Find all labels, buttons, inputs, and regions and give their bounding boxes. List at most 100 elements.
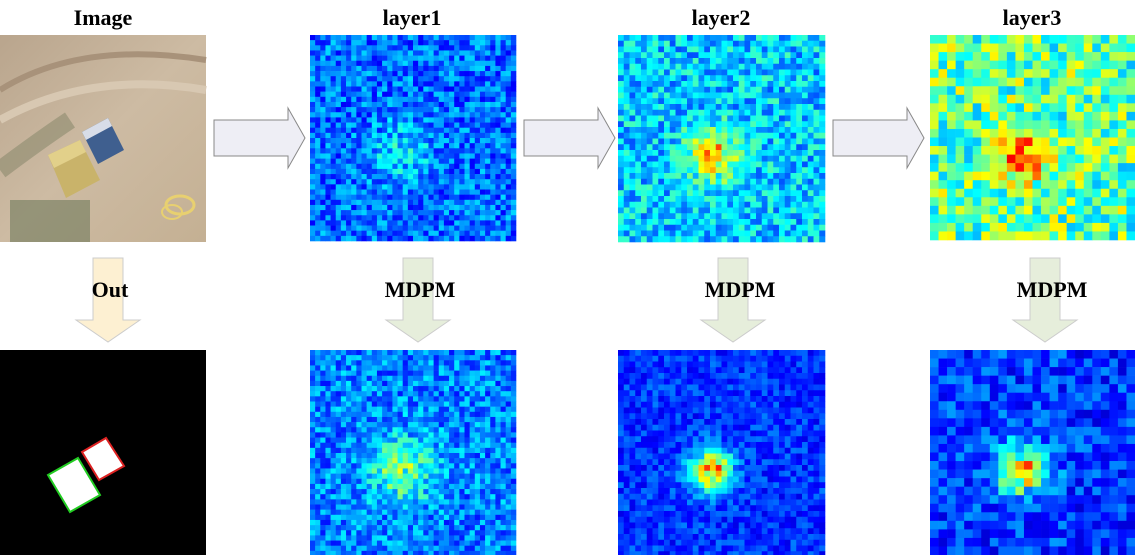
heatmap-cell (320, 422, 326, 428)
heatmap-cell (340, 204, 347, 211)
heatmap-cell (433, 65, 440, 72)
heatmap-cell (756, 40, 763, 47)
heatmap-cell (490, 148, 496, 154)
heatmap-cell (505, 122, 512, 128)
heatmap-cell (750, 58, 757, 65)
heatmap-cell (351, 235, 357, 242)
heatmap-cell (505, 494, 512, 500)
heatmap-cell (641, 230, 648, 237)
heatmap-cell (418, 386, 424, 392)
heatmap-cell (698, 150, 705, 157)
heatmap-cell (330, 204, 337, 211)
heatmap-cell (505, 350, 512, 356)
heatmap-cell (325, 380, 331, 387)
heatmap-cell (382, 148, 388, 154)
heatmap-cell (505, 509, 512, 516)
heatmap-cell (1023, 60, 1033, 70)
heatmap-cell (330, 55, 337, 62)
heatmap-cell (438, 509, 445, 516)
heatmap-cell (335, 163, 342, 170)
heatmap-cell (733, 63, 740, 70)
heatmap-cell (474, 386, 481, 392)
heatmap-cell (698, 40, 705, 47)
heatmap-cell (397, 427, 403, 433)
heatmap-cell (698, 184, 705, 191)
heatmap-cell (500, 478, 506, 485)
heatmap-cell (773, 121, 780, 128)
heatmap-cell (413, 350, 419, 356)
heatmap-cell (469, 117, 476, 123)
heatmap-cell (356, 40, 362, 46)
heatmap-cell (710, 98, 717, 105)
heatmap-cell (738, 69, 745, 76)
heatmap-cell (325, 81, 331, 87)
heatmap-cell (376, 519, 383, 526)
heatmap-cell (474, 525, 481, 531)
heatmap-cell (428, 117, 434, 123)
heatmap-cell (438, 199, 445, 206)
heatmap-cell (320, 350, 326, 356)
heatmap-cell (784, 230, 791, 237)
heatmap-cell (443, 386, 450, 392)
heatmap-cell (392, 220, 398, 226)
heatmap-cell (351, 153, 357, 159)
heatmap-cell (710, 219, 717, 226)
heatmap-cell (397, 509, 403, 516)
heatmap-cell (981, 77, 991, 87)
heatmap-cell (1015, 188, 1025, 198)
heatmap-cell (438, 168, 445, 175)
heatmap-cell (618, 58, 625, 65)
heatmap-cell (387, 499, 393, 505)
heatmap-cell (449, 350, 455, 356)
heatmap-cell (495, 117, 501, 123)
heatmap-cell (510, 422, 517, 428)
heatmap-cell (704, 121, 711, 128)
heatmap-cell (652, 132, 659, 139)
heatmap-cell (325, 360, 331, 366)
heatmap-cell (750, 132, 757, 139)
heatmap-cell (402, 525, 409, 531)
heatmap-cell (413, 189, 419, 195)
heatmap-cell (479, 396, 486, 402)
heatmap-cell (669, 92, 676, 99)
heatmap-cell (433, 143, 440, 149)
heatmap-cell (407, 210, 414, 216)
heatmap-cell (382, 391, 388, 397)
heatmap-cell (972, 86, 982, 96)
heatmap-cell (767, 115, 774, 122)
heatmap-cell (346, 35, 352, 41)
heatmap-cell (510, 406, 517, 413)
heatmap-cell (681, 86, 688, 93)
heatmap-cell (485, 189, 491, 195)
heatmap-cell (392, 453, 398, 459)
heatmap-cell (330, 107, 337, 113)
heatmap-cell (433, 210, 440, 216)
heatmap-cell (989, 171, 999, 181)
heatmap-cell (469, 107, 476, 113)
heatmap-cell (641, 75, 648, 82)
heatmap-cell (469, 514, 476, 521)
heatmap-cell (438, 204, 445, 211)
heatmap-cell (428, 127, 434, 134)
heatmap-cell (629, 121, 636, 128)
heatmap-cell (505, 117, 512, 123)
heatmap-cell (443, 153, 450, 159)
heatmap-cell (1117, 69, 1127, 79)
heatmap-cell (413, 81, 419, 87)
heatmap-cell (485, 463, 491, 469)
heatmap-cell (387, 535, 393, 541)
heatmap-cell (310, 355, 316, 361)
heatmap-cell (443, 179, 450, 185)
heatmap-cell (1100, 60, 1110, 70)
heatmap-cell (376, 163, 383, 170)
heatmap-cell (710, 167, 717, 174)
heatmap-cell (320, 184, 326, 190)
heatmap-cell (500, 225, 506, 231)
heatmap-cell (646, 127, 653, 134)
heatmap-cell (490, 96, 496, 103)
heatmap-cell (989, 103, 999, 113)
heatmap-cell (972, 69, 982, 79)
heatmap-cell (733, 98, 740, 105)
heatmap-cell (346, 179, 352, 185)
heatmap-cell (698, 178, 705, 185)
